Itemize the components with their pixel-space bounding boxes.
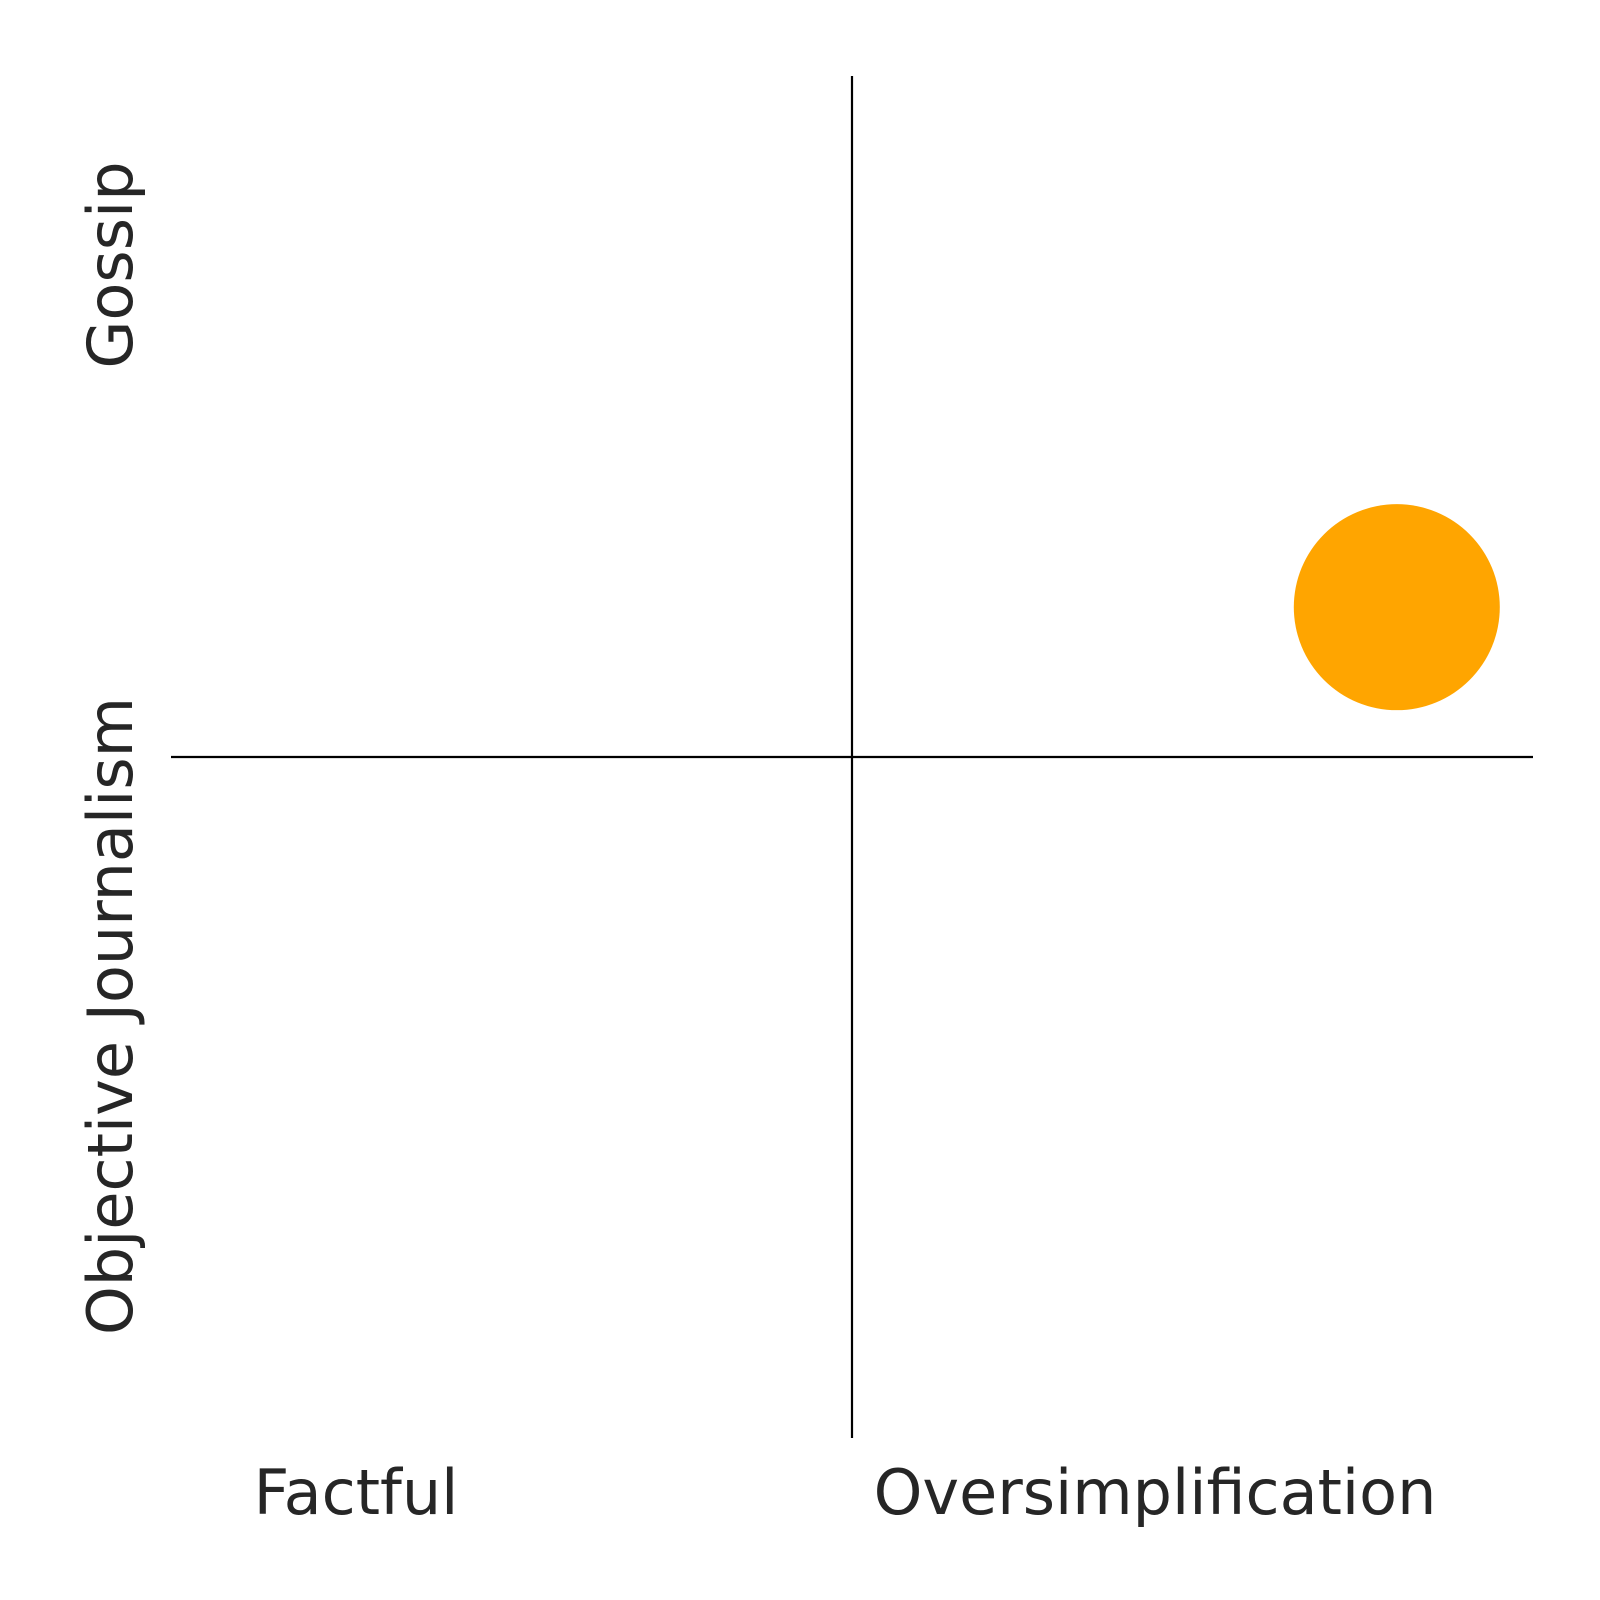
x-axis-low-label: Factful — [254, 1456, 459, 1529]
y-axis-low-label: Objective Journalism — [74, 697, 147, 1335]
x-axis-high-label: Oversimplification — [874, 1456, 1437, 1529]
data-points — [1293, 504, 1500, 711]
y-axis-high-label: Gossip — [74, 161, 147, 368]
axes — [171, 76, 1533, 1438]
scatter-point — [1293, 504, 1500, 711]
